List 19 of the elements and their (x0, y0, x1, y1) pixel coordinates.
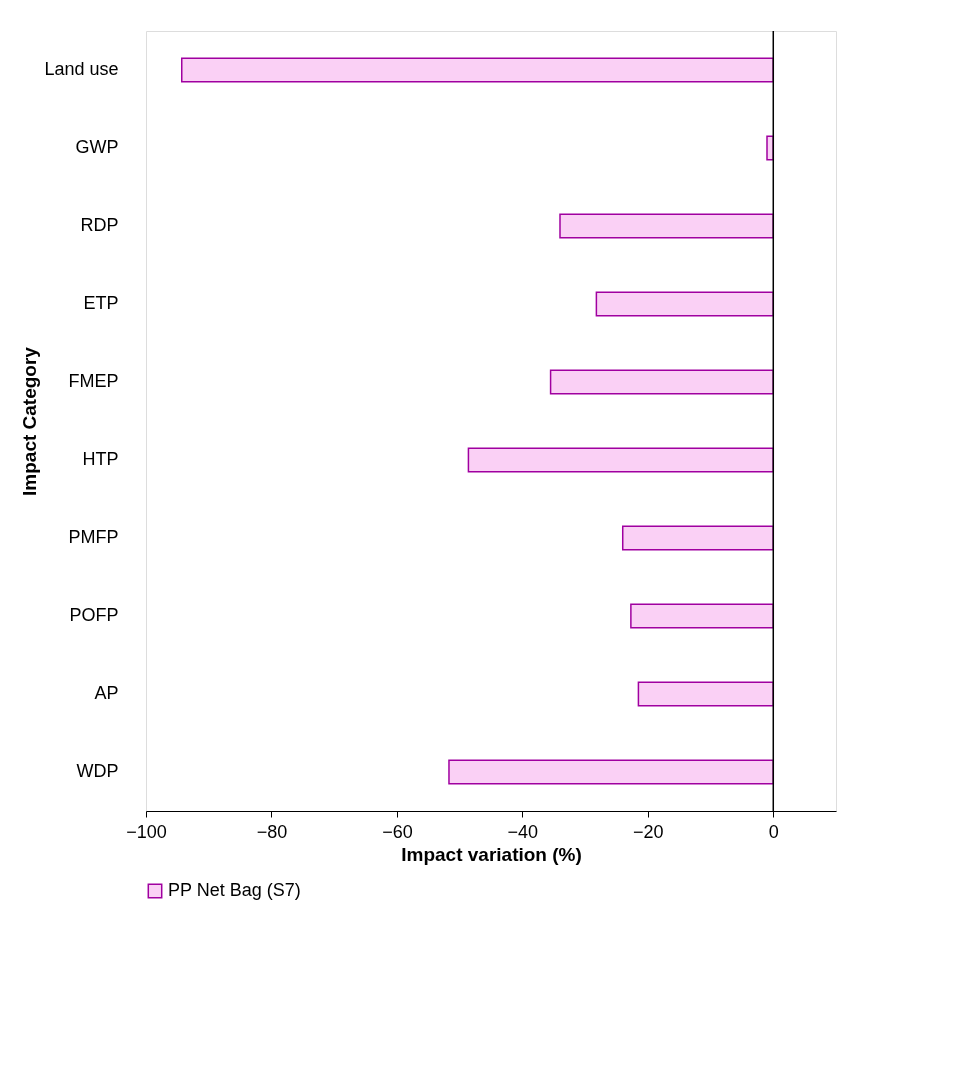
y-tick-label: Land use (44, 59, 119, 79)
x-tick-label: −80 (256, 821, 288, 842)
y-tick-label: PMFP (68, 527, 119, 547)
x-tick-label: −20 (633, 821, 664, 842)
x-tick-label: 0 (768, 821, 779, 842)
y-axis-title: Impact Category (19, 346, 41, 496)
x-tick-label: −40 (507, 821, 539, 842)
y-tick-label: POFP (69, 605, 119, 625)
x-tick-label: −60 (382, 821, 413, 842)
x-tick-label: −100 (126, 821, 167, 842)
y-tick-label: GWP (75, 137, 119, 157)
y-tick-label: ETP (83, 293, 119, 313)
y-tick-label: AP (94, 683, 119, 703)
x-axis-title: Impact variation (%) (401, 843, 582, 865)
y-tick-label: HTP (82, 449, 119, 469)
legend-label: PP Net Bag (S7) (168, 880, 301, 900)
y-tick-label: FMEP (68, 371, 119, 391)
y-tick-label: RDP (80, 215, 119, 235)
y-tick-label: WDP (76, 761, 119, 781)
